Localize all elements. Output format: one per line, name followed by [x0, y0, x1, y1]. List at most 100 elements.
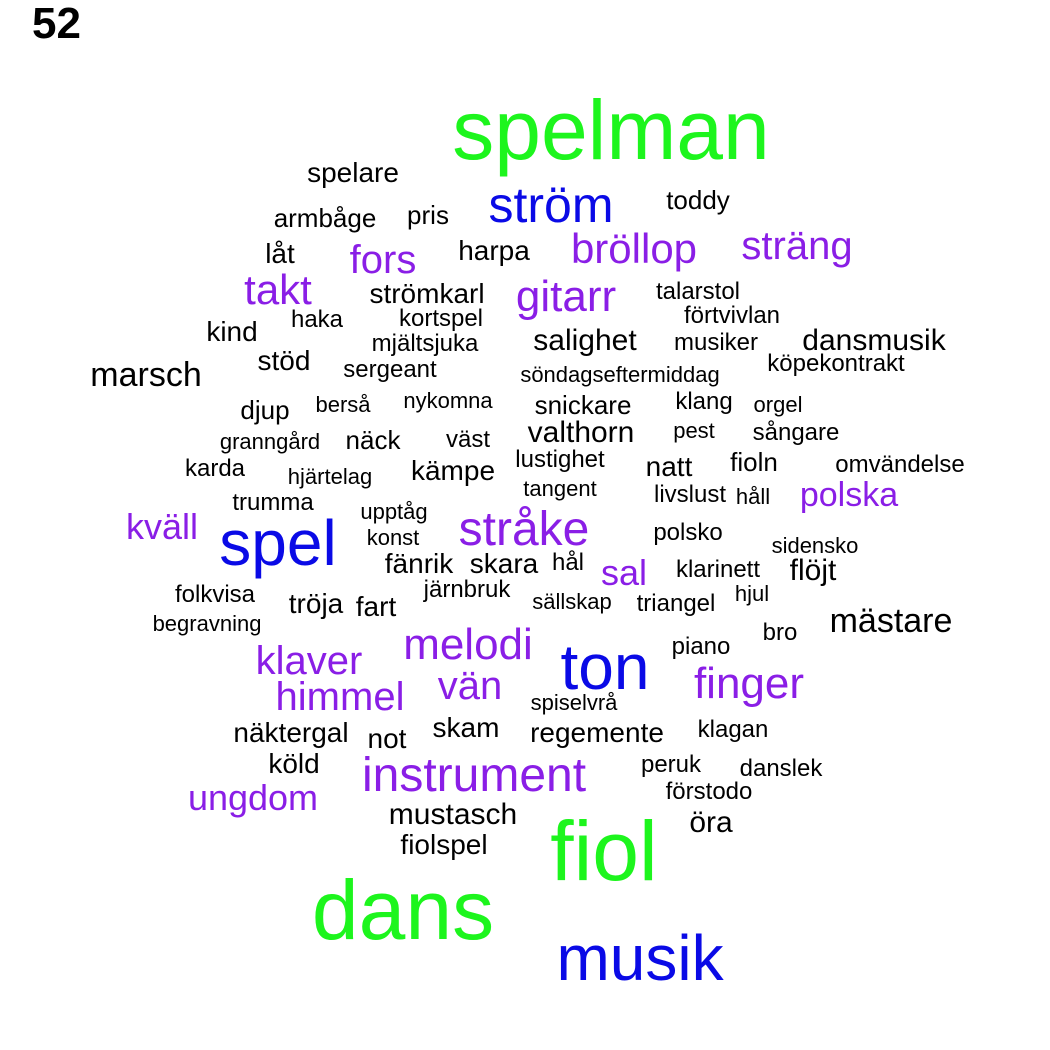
word-sangare: sångare — [752, 419, 840, 446]
word-begravning: begravning — [152, 611, 262, 636]
word-hal: hål — [551, 549, 585, 576]
word-finger: finger — [693, 659, 805, 708]
word-natt: natt — [645, 451, 693, 482]
word-takt: takt — [244, 266, 312, 313]
word-fors: fors — [349, 238, 417, 282]
word-triangel: triangel — [636, 590, 716, 617]
word-nykomna: nykomna — [403, 388, 493, 413]
word-kold: köld — [268, 748, 320, 779]
word-strom: ström — [488, 177, 614, 233]
word-folkvisa: folkvisa — [174, 581, 256, 608]
word-fortvivlan: förtvivlan — [683, 302, 781, 329]
word-orgel: orgel — [753, 392, 803, 417]
word-bersa: berså — [315, 392, 371, 417]
word-naktergal: näktergal — [233, 717, 349, 748]
word-sallskap: sällskap — [532, 589, 612, 614]
word-mustasch: mustasch — [388, 798, 518, 831]
word-kampe: kämpe — [410, 455, 496, 486]
word-vast: väst — [445, 426, 491, 453]
word-nack: näck — [345, 425, 401, 455]
page-number: 52 — [32, 0, 81, 48]
word-sondagseftermiddag: söndagseftermiddag — [520, 362, 720, 387]
word-fanrik: fänrik — [384, 548, 454, 579]
word-ungdom: ungdom — [187, 777, 319, 818]
word-trumma: trumma — [232, 489, 314, 516]
word-spelman: spelman — [452, 83, 770, 177]
word-snickare: snickare — [534, 390, 632, 420]
word-livslust: livslust — [653, 481, 727, 508]
word-tangent: tangent — [523, 476, 597, 501]
word-klaver: klaver — [255, 639, 363, 683]
word-strang: sträng — [741, 224, 853, 268]
word-regemente: regemente — [530, 717, 664, 748]
word-lustighet: lustighet — [515, 446, 605, 473]
word-omvandelse: omvändelse — [835, 451, 965, 478]
word-spelare: spelare — [307, 157, 399, 188]
word-klarinett: klarinett — [675, 556, 761, 583]
word-dansmusik: dansmusik — [802, 324, 946, 357]
word-danslek: danslek — [739, 755, 823, 782]
word-hjul: hjul — [734, 581, 770, 606]
word-klagan: klagan — [697, 716, 769, 743]
word-melodi: melodi — [403, 620, 533, 669]
word-djup: djup — [240, 395, 290, 425]
word-stod: stöd — [257, 345, 311, 376]
word-gitarr: gitarr — [515, 272, 617, 321]
word-valthorn: valthorn — [527, 416, 635, 449]
word-fiol: fiol — [550, 804, 658, 898]
word-hall: håll — [735, 484, 771, 509]
word-strake: stråke — [458, 503, 590, 556]
word-musik: musik — [556, 922, 724, 994]
word-mastare: mästare — [829, 602, 953, 640]
word-lat: låt — [265, 238, 295, 269]
word-jarnbruk: järnbruk — [423, 576, 511, 603]
word-kopekontrakt: köpekontrakt — [767, 350, 905, 377]
word-stromkarl: strömkarl — [369, 278, 485, 309]
word-kortspel: kortspel — [398, 305, 484, 332]
word-flojt: flöjt — [789, 554, 837, 587]
word-kind: kind — [206, 316, 258, 347]
word-konst: konst — [366, 525, 420, 550]
word-spel: spel — [219, 507, 337, 579]
word-hjartelag: hjärtelag — [287, 464, 373, 489]
word-toddy: toddy — [666, 185, 730, 215]
word-fart: fart — [355, 591, 397, 622]
word-musiker: musiker — [673, 329, 759, 356]
word-pest: pest — [673, 418, 715, 443]
word-skara: skara — [469, 548, 539, 579]
word-kvall: kväll — [125, 506, 199, 547]
word-instrument: instrument — [361, 749, 587, 802]
word-klang: klang — [675, 388, 733, 415]
word-dans: dans — [311, 863, 495, 957]
word-fioln: fioln — [730, 447, 778, 477]
word-talarstol: talarstol — [655, 278, 741, 305]
word-fiolspel: fiolspel — [400, 829, 488, 860]
word-polsko: polsko — [653, 519, 723, 546]
word-salighet: salighet — [533, 324, 637, 357]
word-haka: haka — [290, 306, 344, 333]
word-ora: öra — [689, 806, 733, 839]
word-armbage: armbåge — [273, 203, 377, 233]
word-granngard: granngård — [219, 429, 321, 454]
word-pris: pris — [407, 200, 449, 230]
word-forstodo: förstodo — [665, 778, 753, 805]
word-marsch: marsch — [90, 356, 202, 394]
word-spiselvra: spiselvrå — [530, 690, 618, 715]
word-harpa: harpa — [458, 235, 530, 266]
word-van: vän — [437, 664, 503, 708]
word-not: not — [367, 723, 407, 754]
word-bro: bro — [762, 619, 798, 646]
word-sal: sal — [600, 552, 648, 593]
word-skam: skam — [432, 712, 500, 743]
word-upptag: upptåg — [360, 499, 428, 524]
word-brollop: bröllop — [570, 225, 698, 272]
word-piano: piano — [671, 633, 731, 660]
word-ton: ton — [560, 631, 650, 703]
word-mjaltsjuka: mjältsjuka — [371, 330, 479, 357]
word-sidensko: sidensko — [771, 533, 859, 558]
word-karda: karda — [184, 455, 246, 482]
word-troja: tröja — [288, 588, 344, 619]
word-polska: polska — [799, 476, 899, 514]
word-sergeant: sergeant — [343, 356, 437, 383]
word-himmel: himmel — [275, 675, 405, 719]
